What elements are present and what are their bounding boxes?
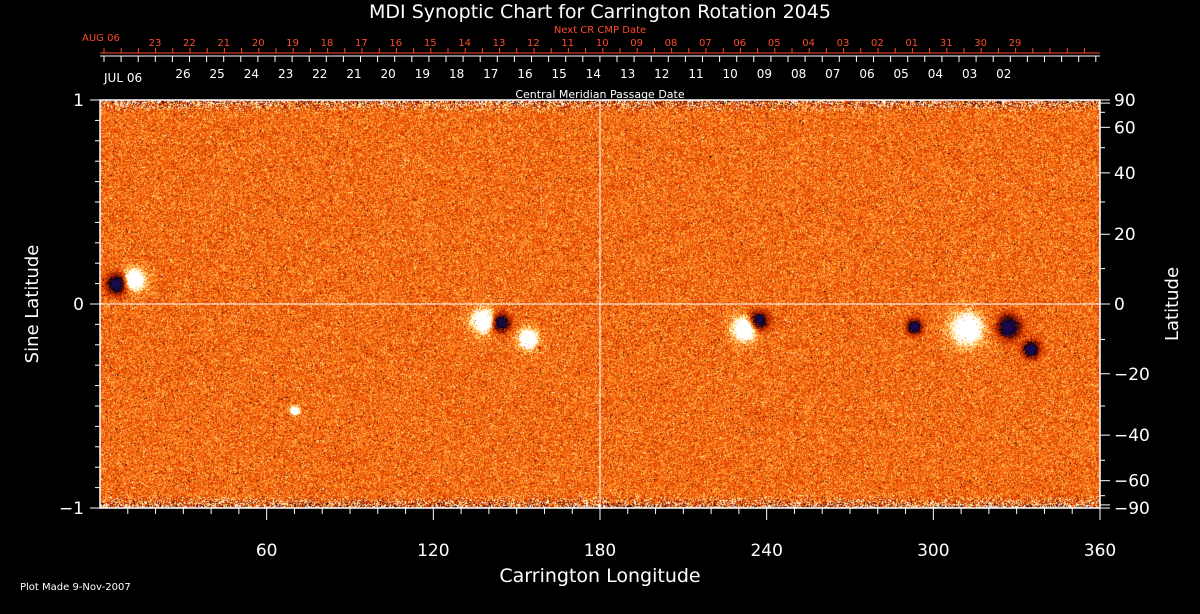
right-tick-label: −60 — [1114, 472, 1150, 492]
left-tick-label: −1 — [59, 499, 84, 519]
cmp-tick-label: 11 — [688, 67, 703, 81]
next-cr-tick-label: 15 — [424, 38, 437, 49]
next-cr-tick-label: 04 — [802, 38, 815, 49]
next-cr-tick-label: 21 — [217, 38, 230, 49]
left-y-axis: 1 0 −1 — [59, 91, 100, 519]
next-cr-tick-label: 01 — [905, 38, 918, 49]
next-cr-tick-label: 08 — [665, 38, 678, 49]
cmp-axis: 26 25 24 23 22 21 20 19 18 17 16 15 14 13 12 11 10 09 08 07… — [100, 55, 1100, 81]
right-tick-label: −90 — [1114, 499, 1150, 519]
cmp-tick-label: 03 — [962, 67, 977, 81]
cmp-tick-label: 14 — [586, 67, 601, 81]
cmp-tick-label: 04 — [928, 67, 943, 81]
cmp-tick-label: 02 — [996, 67, 1011, 81]
right-tick-label: 0 — [1114, 295, 1125, 315]
right-tick-label: 20 — [1114, 225, 1136, 245]
cmp-tick-label: 22 — [312, 67, 327, 81]
right-y-axis: 90 60 40 20 0 −20 −40 −60 −90 — [1100, 91, 1150, 519]
right-tick-label: 60 — [1114, 118, 1136, 138]
next-cr-tick-label: 17 — [355, 38, 368, 49]
plot-made-footer: Plot Made 9-Nov-2007 — [20, 582, 131, 593]
right-tick-label: 90 — [1114, 91, 1136, 111]
cmp-tick-label: 25 — [210, 67, 225, 81]
cmp-tick-label: 24 — [244, 67, 259, 81]
cmp-tick-label: 26 — [175, 67, 190, 81]
next-cr-tick-label: 31 — [940, 38, 953, 49]
next-cr-tick-label: 07 — [699, 38, 712, 49]
next-cr-tick-label: 29 — [1009, 38, 1022, 49]
cmp-tick-label: 10 — [723, 67, 738, 81]
y-axis-label-left: Sine Latitude — [22, 245, 43, 364]
next-cr-tick-label: 16 — [389, 38, 402, 49]
cmp-month-label: JUL 06 — [103, 71, 142, 85]
next-cr-tick-label: 19 — [286, 38, 299, 49]
next-cr-tick-label: 11 — [561, 38, 574, 49]
x-axis: 60 120 180 240 300 360 — [127, 508, 1116, 561]
cmp-tick-label: 23 — [278, 67, 293, 81]
cmp-tick-label: 19 — [415, 67, 430, 81]
next-cr-tick-label: 22 — [183, 38, 196, 49]
x-tick-label: 360 — [1084, 541, 1116, 561]
next-cr-tick-label: 18 — [321, 38, 334, 49]
next-cr-axis-label: Next CR CMP Date — [554, 25, 646, 36]
next-cr-tick-label: 03 — [837, 38, 850, 49]
cmp-tick-label: 12 — [654, 67, 669, 81]
next-cr-tick-label: 09 — [630, 38, 643, 49]
next-cr-tick-label: 06 — [733, 38, 746, 49]
right-tick-label: −40 — [1114, 426, 1150, 446]
right-tick-label: 40 — [1114, 164, 1136, 184]
cmp-tick-label: 21 — [346, 67, 361, 81]
cmp-tick-label: 20 — [381, 67, 396, 81]
cmp-tick-label: 18 — [449, 67, 464, 81]
cmp-tick-label: 15 — [552, 67, 567, 81]
y-axis-label-right: Latitude — [1162, 267, 1183, 341]
cmp-tick-label: 05 — [894, 67, 909, 81]
next-cr-axis: 23 22 21 20 19 18 17 16 15 14 13 12 11 10 09 08 07 06 05 04… — [100, 38, 1100, 54]
left-tick-label: 0 — [73, 295, 84, 315]
cmp-tick-label: 17 — [483, 67, 498, 81]
left-tick-label: 1 — [73, 91, 84, 111]
x-tick-label: 120 — [417, 541, 449, 561]
x-tick-label: 300 — [917, 541, 949, 561]
cmp-tick-label: 16 — [517, 67, 532, 81]
cmp-tick-label: 08 — [791, 67, 806, 81]
x-tick-label: 60 — [256, 541, 278, 561]
next-cr-tick-label: 10 — [596, 38, 609, 49]
next-cr-tick-label: 13 — [493, 38, 506, 49]
next-cr-tick-label: 14 — [458, 38, 471, 49]
next-cr-tick-label: 02 — [871, 38, 884, 49]
grid-lines — [100, 100, 1100, 508]
next-cr-tick-label: 30 — [974, 38, 987, 49]
next-cr-tick-label: 20 — [252, 38, 265, 49]
cmp-tick-label: 13 — [620, 67, 635, 81]
cmp-tick-label: 09 — [757, 67, 772, 81]
x-axis-label: Carrington Longitude — [499, 565, 700, 587]
cmp-tick-label: 06 — [859, 67, 874, 81]
next-cr-tick-label: 05 — [768, 38, 781, 49]
x-tick-label: 240 — [750, 541, 782, 561]
right-tick-label: −20 — [1114, 365, 1150, 385]
cmp-axis-label: Central Meridian Passage Date — [515, 88, 684, 101]
x-tick-label: 180 — [584, 541, 616, 561]
cmp-tick-label: 07 — [825, 67, 840, 81]
next-cr-month-label: AUG 06 — [82, 33, 120, 44]
chart-title: MDI Synoptic Chart for Carrington Rotati… — [369, 1, 831, 23]
next-cr-tick-label: 23 — [149, 38, 162, 49]
next-cr-tick-label: 12 — [527, 38, 540, 49]
